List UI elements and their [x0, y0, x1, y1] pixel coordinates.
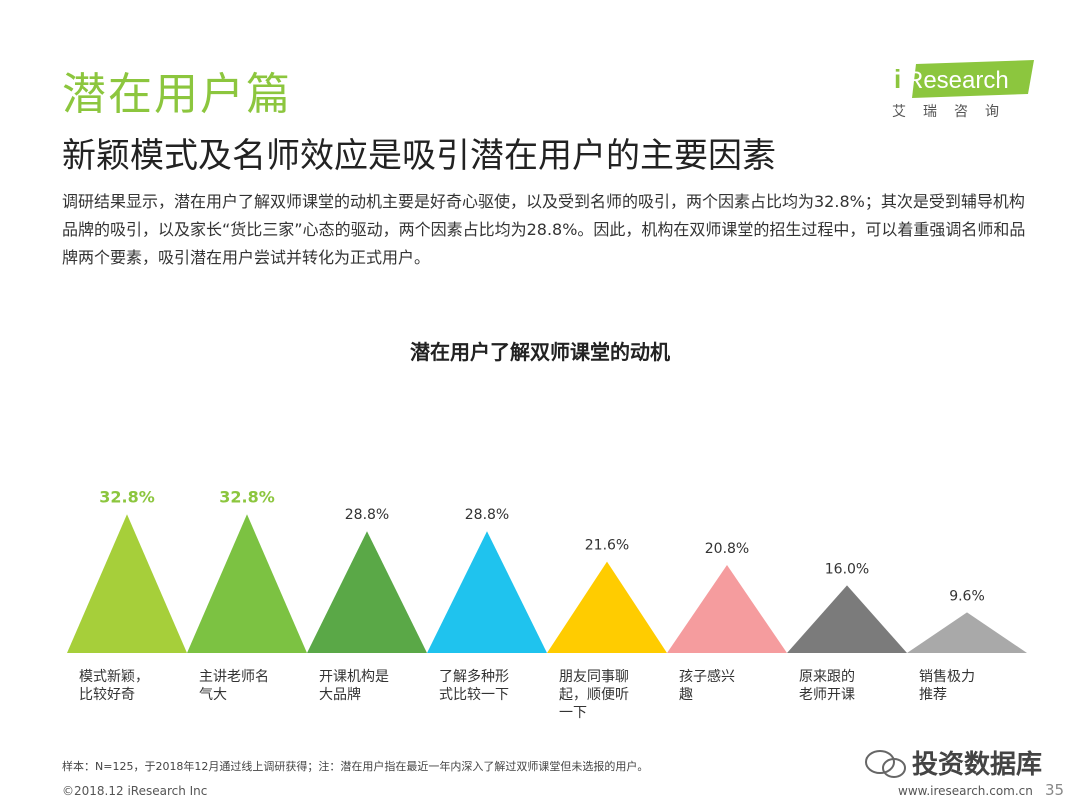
watermark-text: 投资数据库 — [912, 750, 1043, 780]
category-label: 推荐 — [919, 687, 947, 703]
data-label: 32.8% — [219, 487, 275, 506]
category-label: 大品牌 — [319, 686, 361, 703]
wechat-watermark-icon — [865, 750, 906, 778]
category-label: 气大 — [199, 687, 227, 703]
page-number: 35 — [1045, 781, 1065, 799]
bar-triangle — [667, 565, 787, 653]
category-label: 了解多种形 — [439, 668, 509, 685]
bar-triangle — [307, 531, 427, 653]
category-label: 老师开课 — [799, 687, 855, 703]
footnote: 样本：N=125，于2018年12月通过线上调研获得；注：潜在用户指在最近一年内… — [62, 760, 649, 773]
category-label: 朋友同事聊 — [559, 669, 629, 685]
category-label: 主讲老师名 — [199, 669, 269, 685]
category-label: 起，顺便听 — [559, 687, 629, 703]
category-label: 模式新颖， — [79, 669, 149, 685]
category-label: 式比较一下 — [439, 687, 509, 703]
category-label: 趣 — [679, 687, 693, 703]
data-label: 28.8% — [465, 507, 509, 523]
page-title: 潜在用户篇 — [62, 69, 292, 120]
page-subtitle: 新颖模式及名师效应是吸引潜在用户的主要因素 — [62, 136, 776, 176]
bar-triangle — [787, 585, 907, 653]
svg-text:i: i — [894, 64, 901, 94]
data-label: 32.8% — [99, 487, 155, 506]
category-label: 一下 — [559, 705, 587, 721]
chart-title: 潜在用户了解双师课堂的动机 — [410, 340, 670, 364]
bar-triangle — [67, 514, 187, 653]
data-label: 16.0% — [825, 561, 869, 577]
data-label: 21.6% — [585, 538, 629, 554]
data-label: 20.8% — [705, 541, 749, 557]
category-label: 比较好奇 — [79, 686, 135, 703]
data-label: 28.8% — [345, 507, 389, 523]
data-label: 9.6% — [949, 588, 985, 604]
category-label: 孩子感兴 — [679, 668, 735, 685]
category-label: 原来跟的 — [799, 669, 855, 685]
bar-triangle — [547, 561, 667, 653]
svg-text:Research: Research — [906, 67, 1009, 94]
bar-triangle — [907, 612, 1027, 653]
iresearch-logo: i Research — [894, 60, 1034, 98]
category-label: 开课机构是 — [319, 669, 389, 685]
logo-cn-text: 艾瑞咨询 — [892, 104, 1016, 120]
summary-paragraph: 调研结果显示，潜在用户了解双师课堂的动机主要是好奇心驱使，以及受到名师的吸引，两… — [62, 192, 1026, 267]
copyright: ©2018.12 iResearch Inc — [62, 784, 208, 798]
website: www.iresearch.com.cn — [898, 784, 1033, 798]
bar-triangle — [187, 514, 307, 653]
bar-triangle — [427, 531, 547, 653]
category-label: 销售极力 — [919, 669, 975, 685]
